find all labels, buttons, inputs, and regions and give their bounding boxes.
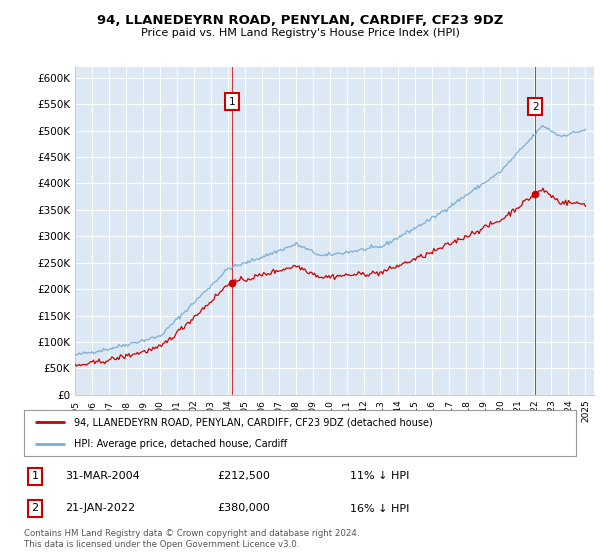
Text: Contains HM Land Registry data © Crown copyright and database right 2024.
This d: Contains HM Land Registry data © Crown c…: [24, 529, 359, 549]
Text: 2: 2: [31, 503, 38, 514]
Text: 11% ↓ HPI: 11% ↓ HPI: [350, 472, 409, 482]
Text: £212,500: £212,500: [217, 472, 270, 482]
Text: 2: 2: [532, 102, 539, 112]
Text: 94, LLANEDEYRN ROAD, PENYLAN, CARDIFF, CF23 9DZ: 94, LLANEDEYRN ROAD, PENYLAN, CARDIFF, C…: [97, 14, 503, 27]
Text: 31-MAR-2004: 31-MAR-2004: [65, 472, 140, 482]
Text: Price paid vs. HM Land Registry's House Price Index (HPI): Price paid vs. HM Land Registry's House …: [140, 28, 460, 38]
Text: 1: 1: [32, 472, 38, 482]
Text: 1: 1: [229, 96, 236, 106]
Text: HPI: Average price, detached house, Cardiff: HPI: Average price, detached house, Card…: [74, 439, 287, 449]
Text: £380,000: £380,000: [217, 503, 270, 514]
Text: 21-JAN-2022: 21-JAN-2022: [65, 503, 136, 514]
Text: 94, LLANEDEYRN ROAD, PENYLAN, CARDIFF, CF23 9DZ (detached house): 94, LLANEDEYRN ROAD, PENYLAN, CARDIFF, C…: [74, 417, 433, 427]
Text: 16% ↓ HPI: 16% ↓ HPI: [350, 503, 409, 514]
